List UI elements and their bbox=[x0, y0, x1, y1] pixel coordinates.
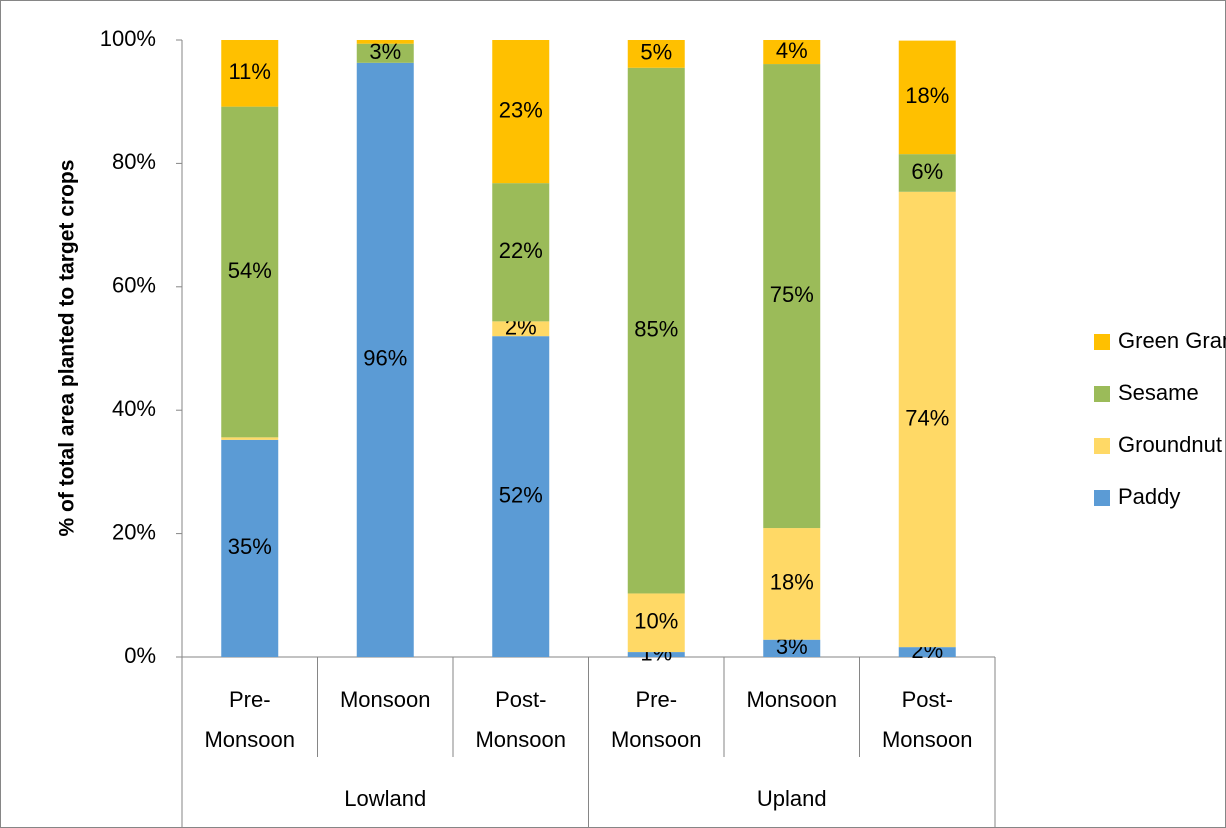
x-tick-label: Pre-Monsoon bbox=[204, 687, 295, 752]
bar-segment bbox=[763, 639, 821, 657]
legend-label: Paddy bbox=[1118, 484, 1180, 509]
data-label: 5% bbox=[640, 40, 672, 65]
legend-label: Groundnut bbox=[1118, 432, 1222, 457]
y-axis-title: % of total area planted to target crops bbox=[56, 160, 79, 537]
bar-segment bbox=[221, 437, 279, 440]
x-tick-label: Monsoon bbox=[339, 687, 431, 712]
legend-swatch bbox=[1094, 438, 1110, 454]
bar-segment bbox=[221, 106, 279, 438]
y-tick-label: 40% bbox=[112, 396, 156, 421]
data-label: 4% bbox=[776, 38, 808, 63]
bar-segment bbox=[627, 652, 685, 657]
bar-segment bbox=[492, 336, 550, 657]
legend-swatch bbox=[1094, 490, 1110, 506]
x-tick-label: Post-Monsoon bbox=[881, 687, 973, 752]
bar-segment bbox=[356, 43, 414, 63]
bar-segment bbox=[492, 40, 550, 184]
bar-segment bbox=[763, 64, 821, 529]
y-tick-label: 0% bbox=[124, 643, 156, 668]
y-tick-label: 60% bbox=[112, 273, 156, 298]
data-label: 74% bbox=[905, 405, 949, 430]
x-tick-label: Pre-Monsoon bbox=[610, 687, 702, 752]
group-label: Lowland bbox=[344, 786, 426, 811]
data-label: 52% bbox=[499, 482, 543, 507]
bar-segment bbox=[898, 40, 956, 155]
bar-segment bbox=[898, 647, 956, 657]
x-tick-label: Post-Monsoon bbox=[475, 687, 566, 752]
legend-label: Green Gram bbox=[1118, 328, 1226, 353]
group-label: Upland bbox=[757, 786, 827, 811]
data-label: 96% bbox=[363, 346, 407, 371]
data-label: 35% bbox=[228, 534, 272, 559]
data-label: 6% bbox=[911, 159, 943, 184]
bar-segment bbox=[627, 67, 685, 594]
data-label: 18% bbox=[770, 570, 814, 595]
data-label: 10% bbox=[634, 609, 678, 634]
data-label: 11% bbox=[229, 59, 271, 84]
data-label: 23% bbox=[499, 97, 543, 122]
bar-segment bbox=[492, 183, 550, 322]
data-label: 85% bbox=[634, 316, 678, 341]
x-tick-label: Monsoon bbox=[746, 687, 837, 712]
bar-segment bbox=[221, 40, 279, 107]
legend-swatch bbox=[1094, 334, 1110, 350]
bar-segment bbox=[898, 154, 956, 192]
data-label: 75% bbox=[770, 282, 814, 307]
legend-swatch bbox=[1094, 386, 1110, 402]
bar-segment bbox=[221, 439, 279, 657]
bar-segment bbox=[356, 40, 414, 44]
bar-segment bbox=[898, 191, 956, 648]
bar-segment bbox=[627, 593, 685, 653]
y-tick-label: 100% bbox=[100, 26, 156, 51]
y-tick-label: 80% bbox=[112, 149, 156, 174]
bar-segment bbox=[627, 40, 685, 68]
bar-segment bbox=[492, 321, 550, 337]
data-label: 22% bbox=[499, 238, 543, 263]
data-label: 54% bbox=[228, 258, 272, 283]
bar-segment bbox=[763, 528, 821, 640]
legend-label: Sesame bbox=[1118, 380, 1199, 405]
y-tick-label: 20% bbox=[112, 519, 156, 544]
data-label: 18% bbox=[905, 83, 949, 108]
bar-segment bbox=[356, 62, 414, 658]
bar-segment bbox=[763, 40, 821, 65]
